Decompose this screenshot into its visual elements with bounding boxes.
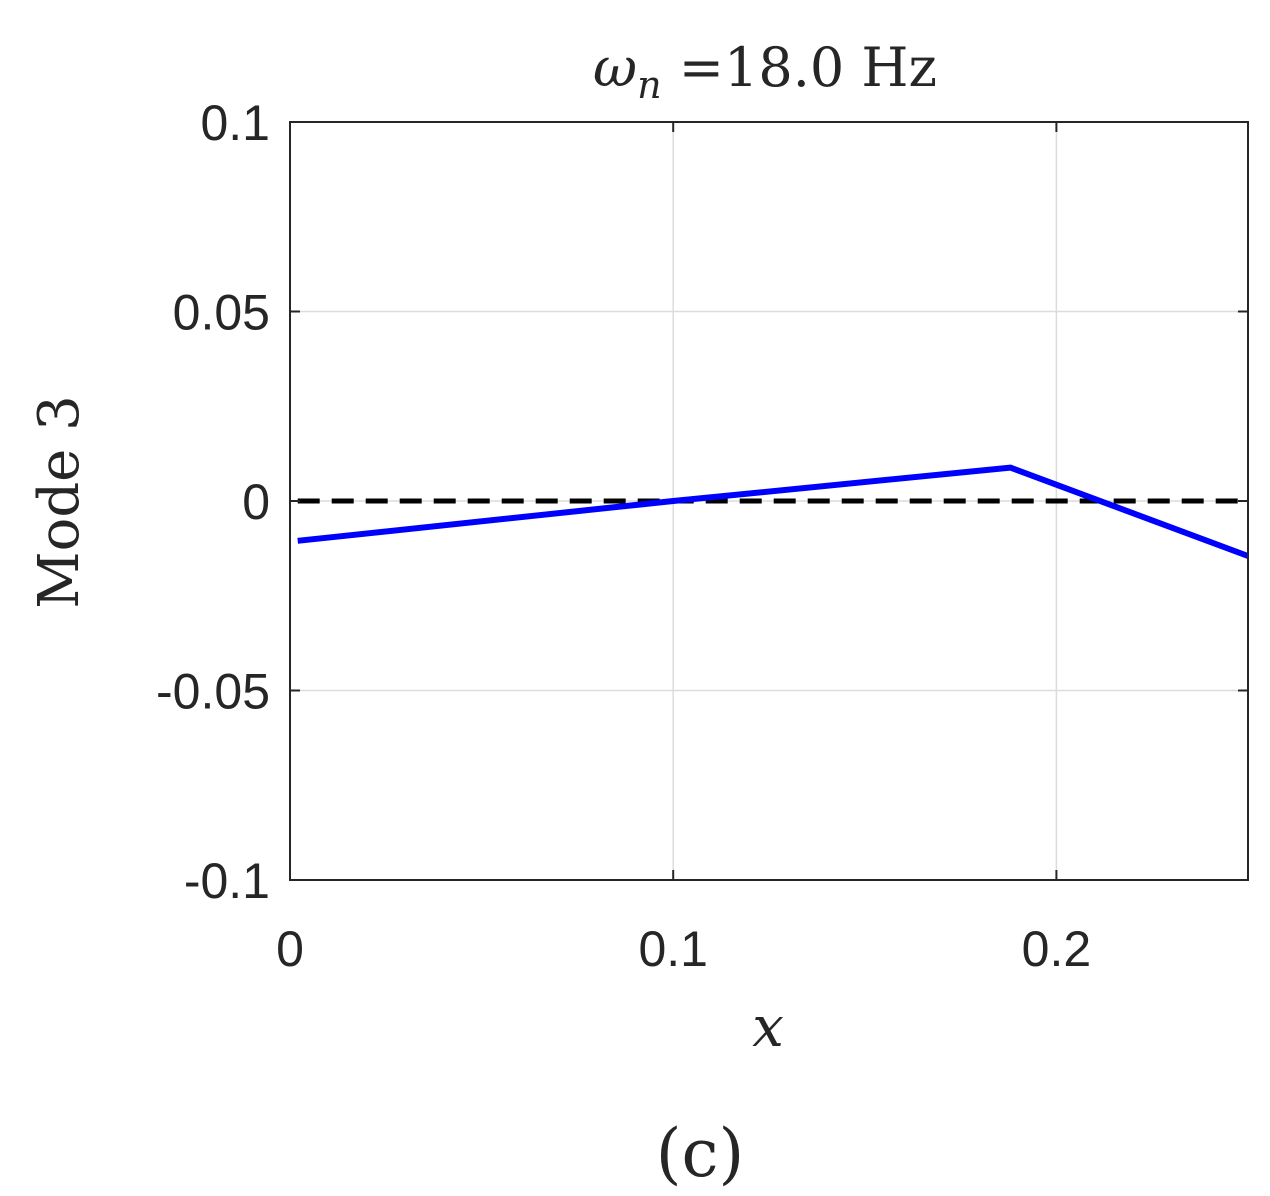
- title-symbol: ω: [593, 36, 637, 99]
- axes-box: [289, 121, 1249, 881]
- title-rest: =18.0 Hz: [662, 36, 937, 99]
- y-tick-label: 0.1: [200, 95, 270, 151]
- chart-title: ωn =18.0 Hz: [593, 36, 937, 107]
- y-tick-label: 0.05: [173, 285, 270, 341]
- x-tick-labels: 0 0.1 0.2: [276, 921, 1091, 977]
- y-tick-labels: -0.1 -0.05 0 0.05 0.1: [156, 95, 270, 909]
- y-axis-label: Mode 3: [27, 395, 92, 608]
- panel-label: (c): [656, 1115, 744, 1192]
- x-tick-label: 0.2: [1022, 921, 1092, 977]
- x-axis-label: x: [752, 995, 784, 1060]
- series-layer: [297, 464, 1250, 559]
- x-tick-label: 0: [276, 921, 304, 977]
- x-tick-label: 0.1: [638, 921, 708, 977]
- title-subscript: n: [637, 63, 661, 107]
- y-tick-label: -0.1: [184, 853, 270, 909]
- series-line-mode-shape: [297, 464, 1250, 559]
- y-tick-label: 0: [242, 474, 270, 530]
- y-tick-label: -0.05: [156, 664, 270, 720]
